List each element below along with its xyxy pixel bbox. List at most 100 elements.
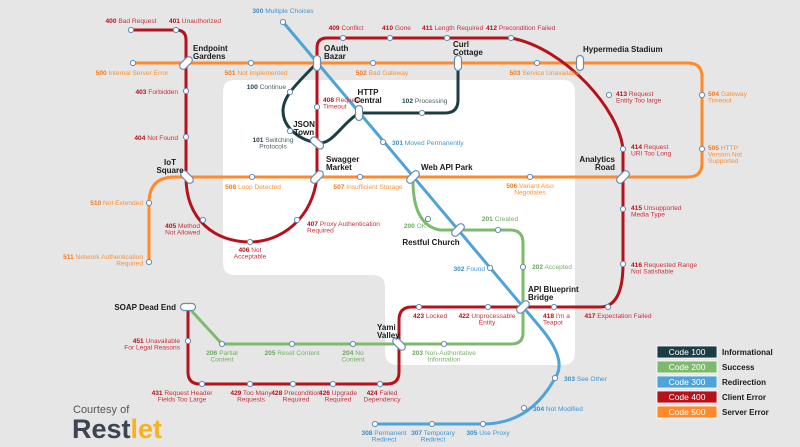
station-endpoint-gardens[interactable]: [178, 55, 194, 71]
station-marker[interactable]: [178, 55, 194, 71]
stop-307[interactable]: [428, 420, 436, 428]
stop-label-202: 202 Accepted: [532, 264, 572, 271]
stop-203[interactable]: [440, 340, 448, 348]
stop-300[interactable]: [279, 18, 287, 26]
station-label-iot-square: IoT Square: [156, 158, 184, 175]
station-curl-cottage[interactable]: [453, 54, 463, 72]
stop-label-401: 401 Unauthorized: [169, 18, 221, 25]
stop-506[interactable]: [526, 173, 534, 181]
stop-405[interactable]: [199, 216, 207, 224]
stop-500[interactable]: [129, 59, 137, 67]
station-restful-church[interactable]: [450, 222, 466, 238]
stop-428[interactable]: [289, 380, 297, 388]
stop-415[interactable]: [619, 205, 627, 213]
stop-412[interactable]: [507, 34, 515, 42]
station-json-town[interactable]: [309, 135, 325, 150]
stop-label-414: 414 Request URI Too Long: [631, 144, 672, 158]
station-api-blueprint-bridge[interactable]: [515, 299, 531, 315]
stop-511[interactable]: [145, 258, 153, 266]
stop-408[interactable]: [313, 103, 321, 111]
station-marker[interactable]: [354, 104, 364, 122]
stop-501[interactable]: [247, 59, 255, 67]
station-marker[interactable]: [515, 299, 531, 315]
stop-416[interactable]: [619, 260, 627, 268]
stop-505[interactable]: [698, 145, 706, 153]
station-oauth-bazar[interactable]: [312, 54, 322, 72]
legend-label: Informational: [722, 348, 773, 357]
stop-404[interactable]: [182, 133, 190, 141]
stop-302[interactable]: [486, 264, 494, 272]
stop-206[interactable]: [218, 340, 226, 348]
stop-label-403: 403 Forbidden: [135, 89, 178, 96]
stop-304[interactable]: [520, 404, 528, 412]
stop-200[interactable]: [424, 215, 432, 223]
station-http-central[interactable]: [354, 104, 364, 122]
station-marker[interactable]: [405, 169, 421, 185]
station-iot-square[interactable]: [179, 169, 195, 185]
stop-100[interactable]: [286, 88, 294, 96]
stop-504[interactable]: [698, 91, 706, 99]
stop-102[interactable]: [418, 109, 426, 117]
stop-429[interactable]: [246, 380, 254, 388]
station-marker[interactable]: [312, 54, 322, 72]
stop-label-417: 417 Expectation Failed: [584, 313, 651, 320]
stop-label-422: 422 Unprocessable Entity: [459, 313, 516, 327]
stop-406[interactable]: [246, 238, 254, 246]
stop-401[interactable]: [172, 26, 180, 34]
stop-label-418: 418 I'm a Teapot: [543, 313, 570, 327]
stop-409[interactable]: [339, 34, 347, 42]
stop-204[interactable]: [349, 340, 357, 348]
stop-403[interactable]: [182, 87, 190, 95]
station-soap-dead-end[interactable]: [179, 302, 197, 312]
stop-407[interactable]: [293, 216, 301, 224]
stop-400[interactable]: [127, 26, 135, 34]
stop-508[interactable]: [248, 173, 256, 181]
stop-305[interactable]: [479, 420, 487, 428]
stop-101[interactable]: [286, 127, 294, 135]
courtesy-text: Courtesy of: [73, 404, 130, 416]
stop-426[interactable]: [329, 380, 337, 388]
stop-label-507: 507 Insufficient Storage: [333, 184, 403, 191]
station-marker[interactable]: [179, 169, 195, 185]
station-marker[interactable]: [450, 222, 466, 238]
line-200: [186, 175, 525, 346]
station-swagger-market[interactable]: [309, 169, 325, 185]
stop-507[interactable]: [356, 173, 364, 181]
stop-413[interactable]: [605, 91, 613, 99]
stop-205[interactable]: [288, 340, 296, 348]
station-marker[interactable]: [575, 54, 585, 72]
station-marker[interactable]: [453, 54, 463, 72]
stop-422[interactable]: [484, 303, 492, 311]
station-marker[interactable]: [615, 169, 631, 185]
station-hypermedia-stadium[interactable]: [575, 54, 585, 72]
station-label-json-town: JSON Town: [293, 120, 315, 137]
stop-418[interactable]: [550, 303, 558, 311]
stop-503[interactable]: [533, 59, 541, 67]
station-yami-valley[interactable]: [391, 336, 407, 352]
stop-431[interactable]: [198, 380, 206, 388]
stop-label-506: 506 Variant Also Negotiates: [506, 183, 554, 197]
stop-510[interactable]: [145, 199, 153, 207]
station-marker[interactable]: [391, 336, 407, 352]
station-web-api-park[interactable]: [405, 169, 421, 185]
stop-label-407: 407 Proxy Authentication Required: [307, 221, 380, 235]
stop-201[interactable]: [494, 226, 502, 234]
station-marker[interactable]: [179, 302, 197, 312]
stop-502[interactable]: [369, 59, 377, 67]
stop-424[interactable]: [376, 380, 384, 388]
stop-423[interactable]: [415, 303, 423, 311]
stop-301[interactable]: [379, 138, 387, 146]
stop-202[interactable]: [519, 263, 527, 271]
stop-303[interactable]: [551, 374, 559, 382]
stop-411[interactable]: [443, 34, 451, 42]
stop-label-409: 409 Conflict: [329, 25, 364, 32]
stop-451[interactable]: [184, 337, 192, 345]
stop-414[interactable]: [619, 145, 627, 153]
station-marker[interactable]: [309, 169, 325, 185]
station-analytics-road[interactable]: [615, 169, 631, 185]
stop-410[interactable]: [386, 34, 394, 42]
station-marker[interactable]: [309, 135, 325, 150]
stop-308[interactable]: [371, 420, 379, 428]
stop-417[interactable]: [604, 303, 612, 311]
